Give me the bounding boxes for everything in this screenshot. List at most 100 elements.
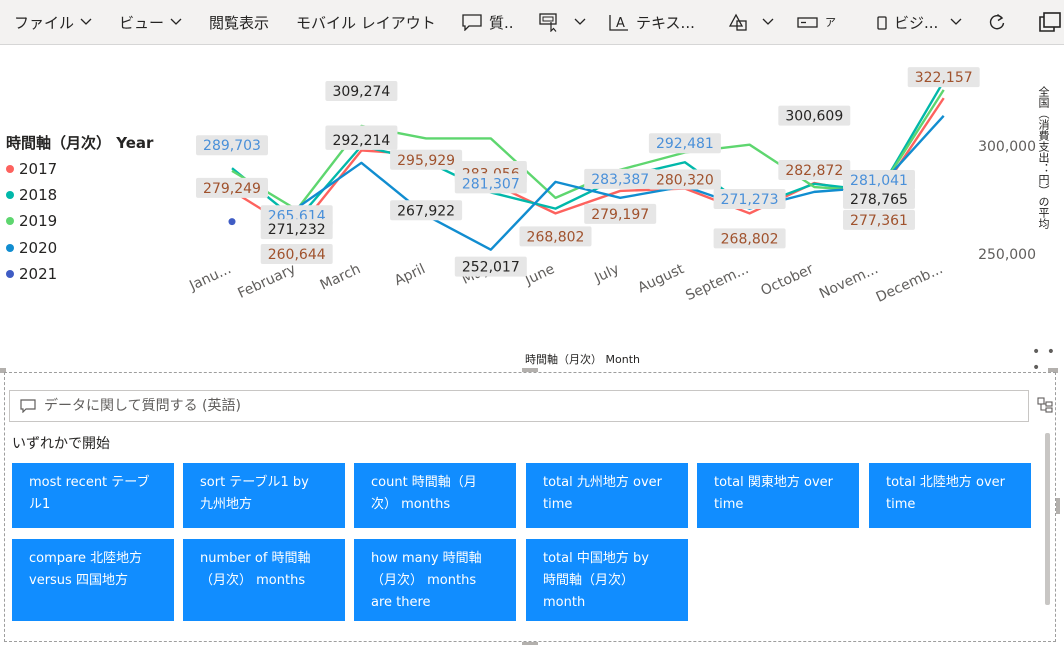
data-label-text: 268,802 (721, 231, 779, 247)
y-tick-label: 300,000 (978, 139, 1036, 155)
legend-label: 2019 (19, 212, 58, 230)
field-button[interactable]: ア (797, 0, 836, 44)
focus-mode-button[interactable] (1036, 0, 1062, 44)
legend-item-2021[interactable]: 2021 (6, 265, 57, 283)
suggestion-text: versus 四国地方 (29, 573, 128, 588)
x-tick-label: October (758, 261, 816, 299)
x-tick-label: March (318, 261, 363, 294)
resize-handle-left[interactable] (0, 368, 6, 373)
data-label-text: 252,017 (462, 260, 520, 276)
data-label: 279,249 (196, 177, 268, 198)
resize-handle-center[interactable] (522, 368, 538, 373)
plot-area: 300,000250,000Janu...FebruaryMarchAprilM… (186, 67, 1036, 306)
suggestion-text: time (886, 497, 916, 512)
qa-question-input[interactable] (42, 397, 946, 415)
question-label: 質.. (489, 13, 514, 32)
series-point-2021[interactable] (228, 218, 236, 226)
suggestion-text: total 九州地方 over (543, 475, 662, 490)
suggestion-button[interactable]: total 北陸地方 over time (869, 463, 1031, 528)
legend-label: 2020 (19, 239, 58, 257)
data-label-text: 271,232 (268, 222, 326, 238)
data-label: 268,802 (519, 226, 592, 247)
suggestion-button[interactable]: how many 時間軸 （月次） months are there (354, 539, 516, 621)
data-label: 300,609 (778, 105, 851, 126)
visual-menu[interactable]: ビジ... (876, 0, 962, 44)
legend-item-2018[interactable]: 2018 (6, 186, 57, 204)
data-label-background (260, 244, 333, 265)
visual-label: ビジ... (894, 13, 939, 32)
suggestion-text: time (714, 497, 744, 512)
file-menu[interactable]: ファイル (14, 0, 92, 44)
suggestion-text: most recent テーブ (29, 475, 150, 490)
data-label-background (648, 133, 721, 154)
line-chart-visual[interactable]: 時間軸（月次） Year 2017 2018 2019 2020 2021 30… (0, 46, 1064, 376)
data-label-text: 281,041 (850, 173, 908, 189)
suggestion-button[interactable]: total 九州地方 over time (526, 463, 688, 528)
data-label-text: 281,307 (462, 176, 520, 192)
resize-handle-bottom[interactable] (522, 640, 538, 645)
data-label: 271,232 (260, 219, 333, 240)
shapes-menu[interactable] (726, 0, 774, 44)
legend-label: 2017 (19, 160, 58, 178)
data-label-text: 279,197 (591, 207, 649, 223)
suggestion-text: 九州地方 (200, 497, 253, 512)
legend-item-2020[interactable]: 2020 (6, 239, 57, 257)
data-label-background (584, 168, 657, 189)
data-label: 283,387 (584, 168, 657, 189)
suggestion-button[interactable]: compare 北陸地方 versus 四国地方 (12, 539, 174, 621)
data-label: 281,307 (454, 173, 527, 194)
view-menu[interactable]: ビュー (119, 0, 182, 44)
view-menu-label: ビュー (119, 13, 165, 32)
legend-item-2019[interactable]: 2019 (6, 212, 57, 230)
data-label: 289,703 (196, 135, 268, 156)
suggestion-text: time (543, 497, 573, 512)
suggestion-button[interactable]: most recent テーブ ル1 (12, 463, 174, 528)
textbox-button[interactable]: A テキス... (608, 0, 695, 44)
suggestion-text: total 中国地方 by (543, 551, 649, 566)
focus-mode-icon (1039, 12, 1061, 32)
qa-visual[interactable]: いずれかで開始 most recent テーブ ル1 sort テーブル1 by… (4, 372, 1056, 642)
suggestion-button[interactable]: total 関東地方 over time (697, 463, 859, 528)
chevron-down-icon (762, 18, 774, 25)
data-label: 279,197 (584, 203, 657, 224)
suggestion-button[interactable]: sort テーブル1 by 九州地方 (183, 463, 345, 528)
suggestion-button[interactable]: total 中国地方 by 時間軸（月次） month (526, 539, 688, 621)
resize-handle-side[interactable] (1056, 498, 1060, 514)
data-label-background (584, 203, 657, 224)
reading-view-button[interactable]: 閲覧表示 (209, 0, 269, 44)
refresh-button[interactable] (987, 0, 1007, 44)
suggestion-text: 次） months (371, 497, 451, 512)
data-label: 292,481 (648, 133, 721, 154)
speech-bubble-icon (20, 399, 36, 413)
data-label-text: 282,872 (785, 163, 843, 179)
question-button[interactable]: 質.. (461, 0, 514, 44)
data-label-text: 278,765 (850, 192, 908, 208)
phone-icon (877, 16, 887, 30)
resize-handle-right[interactable] (1048, 368, 1058, 373)
legend-label: 2018 (19, 186, 58, 204)
suggestion-text: total 北陸地方 over (886, 475, 1005, 490)
legend-item-2017[interactable]: 2017 (6, 160, 57, 178)
qa-convert-icon[interactable] (1037, 397, 1053, 413)
chevron-down-icon (170, 18, 182, 25)
more-options-icon[interactable]: • • • (1032, 344, 1056, 376)
data-label-text: 300,609 (785, 109, 843, 125)
buttons-menu[interactable] (538, 0, 586, 44)
x-tick-label: June (522, 261, 557, 289)
suggestion-button[interactable]: number of 時間軸 （月次） months (183, 539, 345, 621)
series-line-2020[interactable] (296, 114, 945, 251)
data-label: 282,872 (778, 159, 851, 180)
series-line-2018[interactable] (231, 80, 945, 222)
data-label: 267,922 (390, 200, 463, 221)
legend-marker (6, 191, 14, 199)
data-label-text: 295,929 (397, 153, 455, 169)
reading-view-label: 閲覧表示 (209, 13, 270, 32)
data-label-text: 283,387 (591, 172, 649, 188)
data-label-background (778, 159, 851, 180)
suggestion-text: （月次） months (371, 573, 477, 588)
qa-question-box[interactable] (9, 390, 1029, 422)
suggestion-button[interactable]: count 時間軸（月 次） months (354, 463, 516, 528)
data-label: 322,157 (907, 67, 980, 88)
mobile-layout-button[interactable]: モバイル レイアウト (296, 0, 436, 44)
qa-scrollbar[interactable] (1045, 433, 1050, 605)
